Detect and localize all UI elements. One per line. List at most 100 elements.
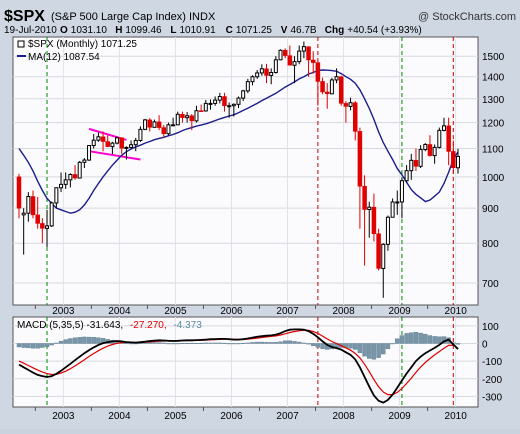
macd-histogram-bar [423, 333, 428, 344]
ohlc-key: V [281, 25, 288, 36]
ohlc-key: O [60, 25, 68, 36]
candle-body-down [30, 196, 36, 216]
candle-body-down [306, 46, 311, 61]
ma-legend-label: MA(12) 1087.54 [28, 52, 100, 63]
candle-body-up [213, 99, 218, 104]
macd-histogram-bar [180, 343, 185, 344]
ohlc-value-c: C 1071.25 [226, 25, 273, 36]
macd-legend-signal: -27.270, [130, 320, 167, 331]
macd-histogram-bar [152, 342, 157, 344]
candle-body-up [390, 201, 395, 218]
macd-histogram-bar [404, 333, 409, 344]
macd-lines [18, 328, 459, 404]
macd-histogram-bar [315, 343, 321, 348]
price-y-label: 900 [482, 204, 499, 215]
symbol-title: $SPX [4, 8, 45, 25]
candle-body-down [40, 223, 45, 229]
candle-body-up [455, 155, 460, 169]
macd-histogram-bar [194, 343, 199, 344]
macd-histogram-bar [58, 340, 64, 344]
macd-histogram-bar [362, 343, 367, 357]
candle-body-up [166, 124, 171, 135]
candle-body-up [217, 95, 222, 101]
macd-legend-hist: -4.373 [173, 320, 202, 331]
price-grid [13, 37, 478, 305]
macd-histogram-bar [226, 343, 232, 345]
candle-body-up [68, 173, 73, 181]
candle-body-up [143, 119, 148, 130]
candle-body-up [250, 76, 255, 83]
macd-line [18, 328, 459, 404]
price-y-label: 1500 [482, 52, 505, 63]
macd-histogram-bar [395, 338, 400, 344]
index-name: (S&P 500 Large Cap Index) [51, 11, 186, 23]
candle-body-up [245, 81, 250, 92]
candle-body-up [259, 68, 264, 74]
ohlc-number: +40.54 (+3.93%) [347, 25, 422, 36]
price-x-label: 2004 [108, 306, 131, 317]
candle-body-up [409, 159, 414, 172]
macd-histogram-bar [231, 343, 237, 345]
macd-histogram-bar [297, 341, 302, 344]
candle-body-down [156, 121, 162, 128]
candle-body-up [432, 146, 437, 157]
candle-body-down [357, 131, 363, 187]
macd-histogram-bar [282, 340, 288, 344]
macd-histogram-bar [208, 342, 213, 344]
macd-histogram-bar [399, 335, 405, 344]
macd-histogram-bar [68, 338, 73, 344]
candle-body-down [282, 50, 288, 56]
candle-body-up [273, 59, 278, 74]
macd-legend: MACD (5,35,5) -31.643, -27.270, -4.373 [17, 320, 202, 331]
candle-body-down [352, 102, 358, 132]
candle-body-up [59, 183, 64, 189]
macd-histogram-bar [268, 342, 274, 344]
macd-histogram-bar [86, 336, 92, 344]
macd-histogram-bar [30, 343, 36, 349]
candle-body-up [63, 179, 68, 185]
macd-histogram-bar [16, 343, 22, 348]
ohlc-value-h: H 1099.46 [115, 25, 162, 36]
candle-body-down [180, 114, 185, 118]
candle-body-up [367, 206, 372, 211]
candle-body-up [418, 149, 423, 167]
macd-legend-main: MACD (5,35,5) -31.643, [17, 320, 123, 331]
macd-histogram-bar [156, 342, 162, 344]
macd-histogram-bar [35, 343, 40, 349]
candle-body-down [320, 81, 325, 93]
macd-histogram-bar [264, 342, 269, 344]
price-legend-label: $SPX (Monthly) 1071.25 [28, 39, 137, 50]
macd-event-markers [46, 317, 454, 407]
macd-histogram-bar [348, 343, 353, 349]
macd-y-label: -300 [482, 392, 502, 403]
candle-body-up [133, 139, 138, 146]
macd-x-label: 2007 [276, 411, 299, 422]
macd-histogram-bar [217, 342, 223, 344]
macd-histogram-bar [437, 336, 442, 344]
chart-date: 19-Jul-2010 [4, 25, 57, 36]
macd-histogram-bar [124, 342, 129, 344]
macd-y-label: -200 [482, 375, 502, 386]
price-y-label: 1300 [482, 95, 505, 106]
macd-x-axis: 2003 2004 2005 2006 2007 2008 2009 2010 [34, 407, 467, 422]
candle-body-down [72, 174, 78, 179]
macd-histogram-bar [54, 342, 59, 344]
macd-histogram-bar [63, 339, 68, 344]
price-x-label: 2009 [388, 306, 411, 317]
candle-body-down [287, 55, 293, 66]
candle-body-down [100, 136, 106, 142]
candle-body-up [175, 113, 180, 126]
macd-histogram-bar [49, 343, 54, 346]
macd-histogram-bar [381, 343, 386, 355]
macd-histogram-bar [390, 343, 395, 345]
candle-body-up [26, 196, 31, 214]
candle-body-down [35, 214, 40, 224]
macd-histogram-bar [142, 342, 148, 344]
macd-histogram-bar [161, 342, 166, 344]
macd-x-label: 2004 [108, 411, 131, 422]
ohlc-key: Chg [325, 25, 344, 36]
price-x-label: 2003 [52, 306, 75, 317]
price-y-label: 1400 [482, 73, 505, 84]
price-y-label: 800 [482, 239, 499, 250]
candle-body-up [171, 124, 176, 127]
